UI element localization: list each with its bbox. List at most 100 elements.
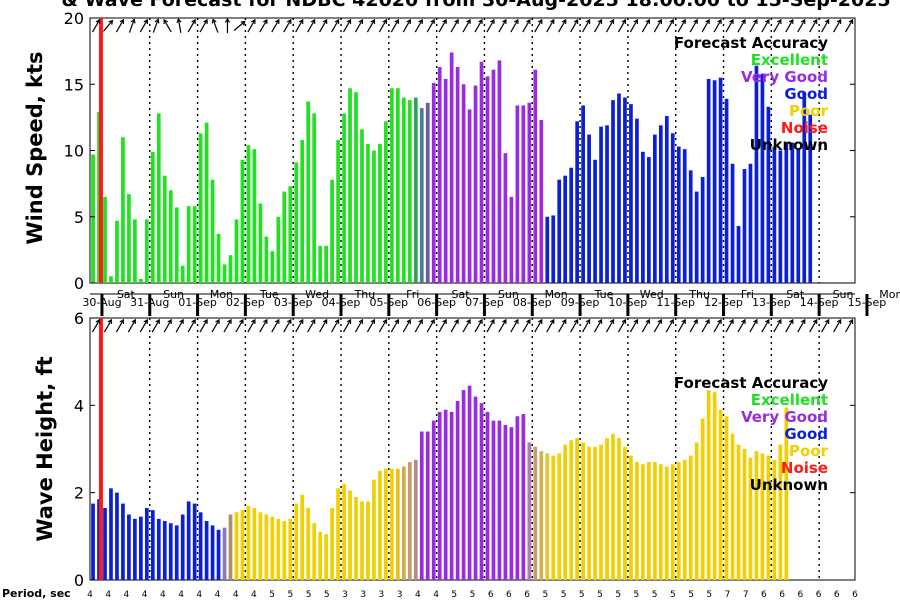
bar [366,143,370,283]
direction-arrow [558,319,567,333]
direction-arrowhead [478,318,483,324]
bar [210,179,215,283]
direction-arrow [331,19,340,33]
bar [724,98,729,283]
direction-arrow [438,319,447,333]
direction-arrow [366,19,375,33]
direction-arrow [295,19,304,33]
bar [485,76,490,283]
direction-arrow [474,319,483,333]
period-value: 5 [615,590,621,600]
bar [336,488,340,580]
direction-arrow [546,19,555,33]
bar [354,497,358,580]
bar [91,154,95,283]
bar [330,179,334,283]
bar [91,503,95,580]
ytick-label: 6 [74,309,84,328]
plot-frame [89,317,856,581]
direction-arrowhead [298,318,304,324]
bar [228,255,233,283]
direction-arrow [665,319,674,333]
bar [366,501,370,580]
direction-arrow [103,319,112,333]
bar [276,216,281,283]
legend-item: Poor [789,442,829,460]
direction-arrow [102,20,113,32]
period-value: 6 [761,590,767,600]
period-value: 3 [397,590,403,600]
direction-arrow [91,319,100,333]
direction-arrowhead [705,318,710,324]
direction-arrowhead [119,18,125,24]
bar [718,77,723,283]
ytick-label: 2 [74,484,84,503]
direction-arrowhead [191,18,196,24]
direction-arrow [498,19,507,33]
bar [647,462,651,580]
bar [545,216,550,283]
bar [473,85,478,283]
direction-arrow [235,319,244,333]
direction-arrowhead [537,318,543,324]
bar [192,503,197,580]
bar [144,219,149,283]
direction-arrowhead [502,18,507,24]
direction-arrow [139,19,148,33]
direction-arrow [785,19,794,33]
legend-item: Unknown [750,136,828,154]
direction-arrowhead [95,318,101,324]
bar [664,116,669,283]
bar [605,125,609,283]
bar [563,175,568,283]
direction-arrow [725,319,734,333]
direction-arrowhead [263,18,268,24]
bar [204,122,209,283]
direction-arrow [617,19,626,33]
direction-arrowhead [154,18,160,24]
bar [390,468,394,580]
day-date: 04-Sep [322,296,361,309]
period-value: 5 [706,590,712,600]
ytick-label: 10 [64,142,84,161]
direction-arrow [713,319,722,333]
direction-arrowhead [765,18,770,24]
bar [372,150,376,283]
period-value: 7 [743,590,749,600]
day-weekday: Sun [498,288,519,301]
direction-arrowhead [657,18,662,24]
legend-item: Good [784,425,828,443]
direction-arrowhead [729,18,734,24]
bar [748,163,753,283]
direction-arrow [390,19,399,33]
period-value: 6 [779,590,785,600]
day-boundary-mark [387,294,391,316]
bar [252,149,257,283]
period-value: 7 [725,590,731,600]
bar [593,446,597,580]
direction-arrowhead [609,18,615,24]
bar [485,411,490,580]
direction-arrowhead [645,318,650,324]
bar [240,159,245,283]
bar [617,438,621,580]
bar [641,464,645,580]
ytick-label: 20 [64,9,84,28]
day-weekday: Fri [406,288,419,301]
bar [419,108,424,283]
period-value: 5 [652,590,658,600]
bar [736,444,741,580]
direction-arrowhead [286,18,292,24]
bar [162,175,167,283]
bar [312,113,317,284]
direction-arrow [259,319,268,333]
day-boundary-mark [626,294,630,316]
bar [718,409,723,580]
direction-arrowhead [585,318,591,324]
direction-arrow [211,319,220,333]
direction-arrowhead [442,318,447,324]
bar [724,416,729,580]
direction-arrowhead [203,18,208,24]
bar [455,67,460,284]
direction-arrow [749,319,758,333]
